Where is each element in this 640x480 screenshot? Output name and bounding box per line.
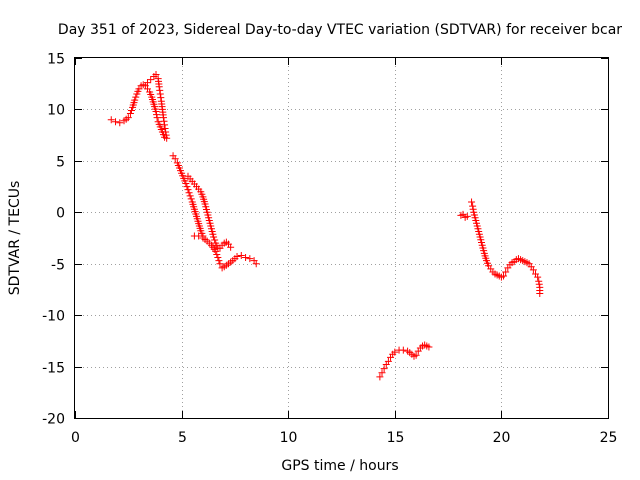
plot-frame — [74, 57, 609, 419]
y-tick-label: 10 — [47, 103, 65, 119]
data-point — [227, 243, 235, 251]
y-tick-label: -20 — [42, 412, 65, 428]
data-point — [127, 106, 135, 114]
x-tick-label: 20 — [493, 430, 511, 446]
grid — [75, 58, 608, 418]
data-point — [186, 192, 194, 200]
y-axis-label: SDTVAR / TECUs — [7, 181, 23, 296]
data-point — [213, 250, 221, 258]
data-point — [185, 189, 193, 197]
data-point — [156, 86, 164, 94]
data-point — [246, 255, 254, 263]
data-point — [468, 198, 476, 206]
data-point — [107, 116, 115, 124]
x-tick-labels: 0 5 10 15 20 25 — [71, 430, 617, 446]
data-point — [252, 260, 260, 268]
data-point — [216, 260, 224, 268]
x-tick-label: 5 — [178, 430, 187, 446]
data-point — [163, 134, 171, 142]
y-tick-labels: -20 -15 -10 -5 0 5 10 15 — [42, 52, 65, 428]
data-point — [112, 118, 120, 126]
data-point — [162, 131, 170, 139]
data-point — [131, 96, 139, 104]
data-point — [233, 253, 241, 261]
axis-ticks — [75, 58, 609, 419]
data-point — [143, 79, 151, 87]
x-tick-label: 15 — [387, 430, 405, 446]
data-point — [184, 186, 192, 194]
data-point — [529, 266, 537, 274]
data-point — [124, 114, 132, 122]
data-point — [187, 195, 195, 203]
data-point — [155, 83, 163, 91]
data-point — [171, 155, 179, 163]
data-point — [500, 272, 508, 280]
data-point — [161, 124, 169, 132]
data-point — [153, 111, 161, 119]
y-tick-label: 5 — [56, 155, 65, 171]
data-point — [126, 110, 134, 118]
data-point — [183, 183, 191, 191]
data-point — [412, 351, 420, 359]
data-point — [161, 121, 169, 129]
data-point — [132, 93, 140, 101]
data-point — [536, 290, 544, 298]
data-point — [376, 373, 384, 381]
data-point — [159, 114, 167, 122]
data-point — [535, 277, 543, 285]
x-tick-label: 25 — [600, 430, 618, 446]
data-point — [211, 236, 219, 244]
y-tick-label: -15 — [42, 361, 65, 377]
data-point — [469, 205, 477, 213]
x-axis-label: GPS time / hours — [281, 458, 398, 474]
data-point — [378, 369, 386, 377]
data-point — [502, 268, 510, 276]
data-point — [212, 247, 220, 255]
data-point — [215, 257, 223, 265]
data-point — [152, 107, 160, 115]
chart-title: Day 351 of 2023, Sidereal Day-to-day VTE… — [58, 22, 622, 38]
data-point — [463, 212, 471, 220]
x-tick-label: 0 — [71, 430, 80, 446]
data-point — [391, 348, 399, 356]
data-point — [237, 251, 245, 259]
x-tick-label: 10 — [280, 430, 298, 446]
y-tick-label: -10 — [42, 309, 65, 325]
data-point — [535, 280, 543, 288]
data-point — [469, 202, 477, 210]
data-point — [157, 94, 165, 102]
data-point — [147, 76, 155, 84]
data-point — [153, 114, 161, 122]
data-point — [242, 254, 250, 262]
data-points — [107, 70, 544, 381]
data-point — [156, 90, 164, 98]
data-point — [182, 179, 190, 187]
data-point — [425, 343, 433, 351]
data-point — [162, 128, 170, 136]
data-point — [160, 117, 168, 125]
data-point — [152, 70, 160, 78]
data-point — [195, 232, 203, 240]
data-point — [384, 357, 392, 365]
data-point — [210, 233, 218, 241]
y-tick-label: -5 — [51, 258, 65, 274]
data-point — [214, 254, 222, 262]
data-point — [534, 273, 542, 281]
data-point — [380, 365, 388, 373]
data-point — [399, 346, 407, 354]
y-tick-label: 0 — [56, 206, 65, 222]
y-tick-label: 15 — [47, 52, 65, 68]
data-point — [116, 119, 124, 127]
